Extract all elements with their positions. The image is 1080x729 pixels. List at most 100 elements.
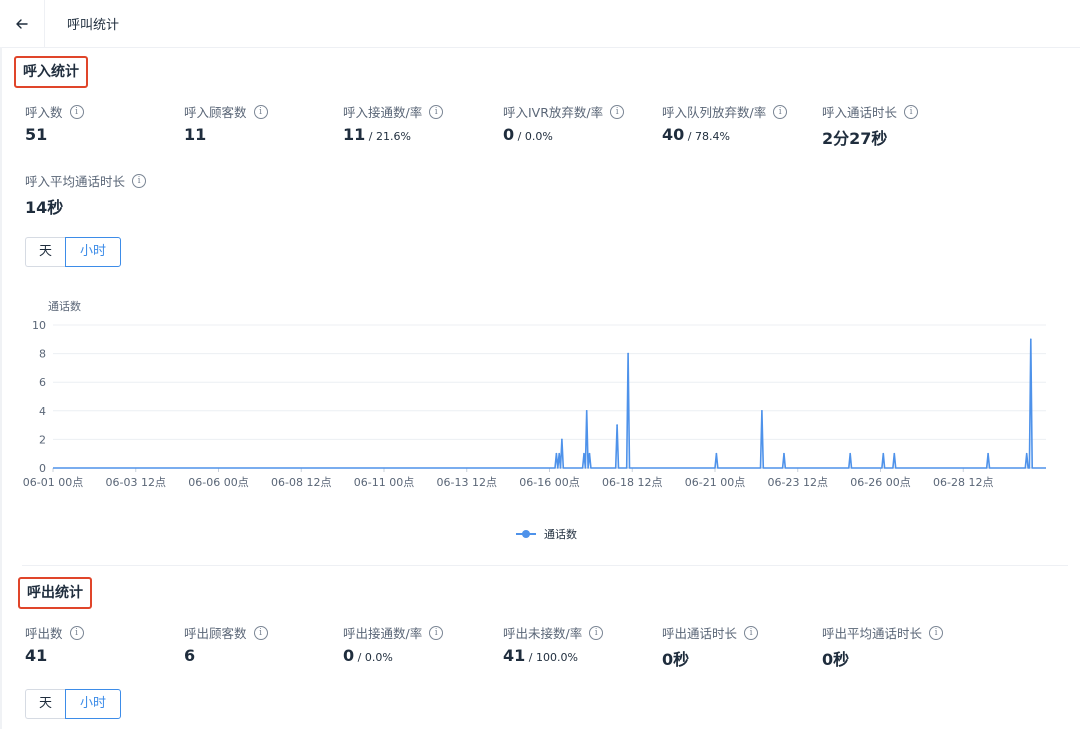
- stat-label: 呼入IVR放弃数/率: [503, 105, 604, 120]
- toggle-day[interactable]: 天: [25, 689, 66, 719]
- x-tick-label: 06-21 00点: [685, 476, 745, 489]
- y-tick-label: 8: [39, 348, 46, 361]
- stat-inbound-connected: 呼入接通数/率 i 11 / 21.6%: [343, 102, 444, 144]
- data-point: [585, 410, 588, 412]
- back-button[interactable]: [0, 0, 45, 47]
- stat-inbound-ivr-abandon: 呼入IVR放弃数/率 i 0 / 0.0%: [503, 102, 625, 144]
- stat-value: 0秒: [822, 650, 850, 669]
- info-icon[interactable]: i: [773, 104, 788, 119]
- stat-inbound-customers: 呼入顾客数 i 11: [184, 102, 268, 144]
- page-title: 呼叫统计: [67, 18, 120, 33]
- data-point: [849, 452, 851, 455]
- stat-label: 呼出平均通话时长: [822, 626, 923, 641]
- stat-outbound-missed: 呼出未接数/率 i 41 / 100.0%: [503, 623, 604, 665]
- outbound-section-title: 呼出统计: [18, 577, 92, 609]
- data-point: [588, 452, 591, 455]
- stat-rate: / 78.4%: [684, 130, 730, 143]
- stat-label: 呼入顾客数: [184, 105, 247, 120]
- info-icon[interactable]: i: [253, 104, 268, 119]
- stat-outbound-connected: 呼出接通数/率 i 0 / 0.0%: [343, 623, 444, 665]
- stat-label: 呼入通话时长: [822, 105, 898, 120]
- stat-value: 0: [343, 646, 355, 665]
- inbound-granularity-toggle: 天 小时: [25, 237, 122, 267]
- y-tick-label: 2: [39, 433, 46, 446]
- stat-label: 呼入队列放弃数/率: [662, 105, 767, 120]
- y-tick-label: 10: [32, 319, 46, 332]
- toggle-hour[interactable]: 小时: [65, 689, 122, 719]
- stat-inbound-calls: 呼入数 i 51: [25, 102, 84, 144]
- data-point: [893, 452, 896, 455]
- stat-value: 40: [662, 125, 685, 144]
- data-point: [616, 424, 618, 426]
- stat-value: 6: [184, 646, 196, 665]
- stat-rate: / 0.0%: [514, 130, 553, 143]
- toggle-hour[interactable]: 小时: [65, 237, 122, 267]
- data-point: [555, 452, 558, 455]
- info-icon[interactable]: i: [253, 625, 268, 640]
- top-bar: 呼叫统计: [0, 0, 1080, 48]
- stat-label: 呼出顾客数: [184, 626, 247, 641]
- stat-inbound-queue-abandon: 呼入队列放弃数/率 i 40 / 78.4%: [662, 102, 788, 144]
- data-point: [715, 452, 718, 455]
- stat-value: 41: [25, 646, 48, 665]
- x-tick-label: 06-06 00点: [188, 476, 248, 489]
- data-point: [882, 452, 885, 455]
- stat-value: 2分27秒: [822, 129, 888, 148]
- x-tick-label: 06-03 12点: [106, 476, 166, 489]
- legend-marker: [522, 530, 530, 538]
- inbound-calls-chart: 通话数 0 2 4 6 8 10 06-01 00点 06-03 12点 06-06 00点 06-…: [23, 300, 1046, 541]
- data-point: [558, 452, 560, 455]
- info-icon[interactable]: i: [69, 104, 84, 119]
- x-tick-label: 06-11 00点: [354, 476, 414, 489]
- data-point: [987, 452, 989, 455]
- section-divider: [22, 565, 1068, 566]
- x-tick-label: 06-08 12点: [271, 476, 331, 489]
- info-icon[interactable]: i: [589, 625, 604, 640]
- stat-value: 0: [503, 125, 515, 144]
- stat-rate: / 0.0%: [354, 651, 393, 664]
- stat-value: 41: [503, 646, 526, 665]
- y-tick-label: 6: [39, 376, 46, 389]
- x-tick-label: 06-18 12点: [602, 476, 662, 489]
- stat-outbound-duration: 呼出通话时长 i 0秒: [662, 623, 759, 670]
- stat-label: 呼入接通数/率: [343, 105, 423, 120]
- stat-outbound-calls: 呼出数 i 41: [25, 623, 84, 665]
- y-tick-label: 4: [39, 405, 46, 418]
- info-icon[interactable]: i: [929, 625, 944, 640]
- info-icon[interactable]: i: [610, 104, 625, 119]
- info-icon[interactable]: i: [429, 104, 444, 119]
- stat-rate: / 21.6%: [365, 130, 411, 143]
- stat-value: 11: [184, 125, 207, 144]
- arrow-left-icon: [16, 18, 28, 29]
- stat-label: 呼出接通数/率: [343, 626, 423, 641]
- series-line: [53, 338, 1046, 469]
- info-icon[interactable]: i: [132, 173, 147, 188]
- stat-label: 呼出通话时长: [662, 626, 738, 641]
- x-tick-label: 06-23 12点: [768, 476, 828, 489]
- stat-inbound-avg-duration: 呼入平均通话时长 i 14秒: [25, 171, 147, 218]
- stat-value: 51: [25, 125, 48, 144]
- info-icon[interactable]: i: [429, 625, 444, 640]
- info-icon[interactable]: i: [744, 625, 759, 640]
- x-tick-label: 06-26 00点: [850, 476, 910, 489]
- stat-inbound-duration: 呼入通话时长 i 2分27秒: [822, 102, 919, 149]
- inbound-section-title: 呼入统计: [14, 56, 88, 88]
- stat-outbound-customers: 呼出顾客数 i 6: [184, 623, 268, 665]
- data-point: [583, 452, 585, 455]
- toggle-day[interactable]: 天: [25, 237, 66, 267]
- info-icon[interactable]: i: [69, 625, 84, 640]
- data-point: [783, 452, 785, 455]
- data-point: [561, 438, 563, 441]
- stat-label: 呼出数: [25, 626, 63, 641]
- x-tick-label: 06-28 12点: [933, 476, 993, 489]
- x-tick-label: 06-13 12点: [437, 476, 497, 489]
- info-icon[interactable]: i: [904, 104, 919, 119]
- y-axis-label: 通话数: [48, 300, 81, 313]
- data-point: [1030, 338, 1032, 341]
- stat-value: 0秒: [662, 650, 690, 669]
- x-tick-label: 06-16 00点: [519, 476, 579, 489]
- y-tick-label: 0: [39, 462, 46, 475]
- stat-value: 14秒: [25, 198, 64, 217]
- data-point: [761, 410, 763, 412]
- data-point: [627, 352, 629, 355]
